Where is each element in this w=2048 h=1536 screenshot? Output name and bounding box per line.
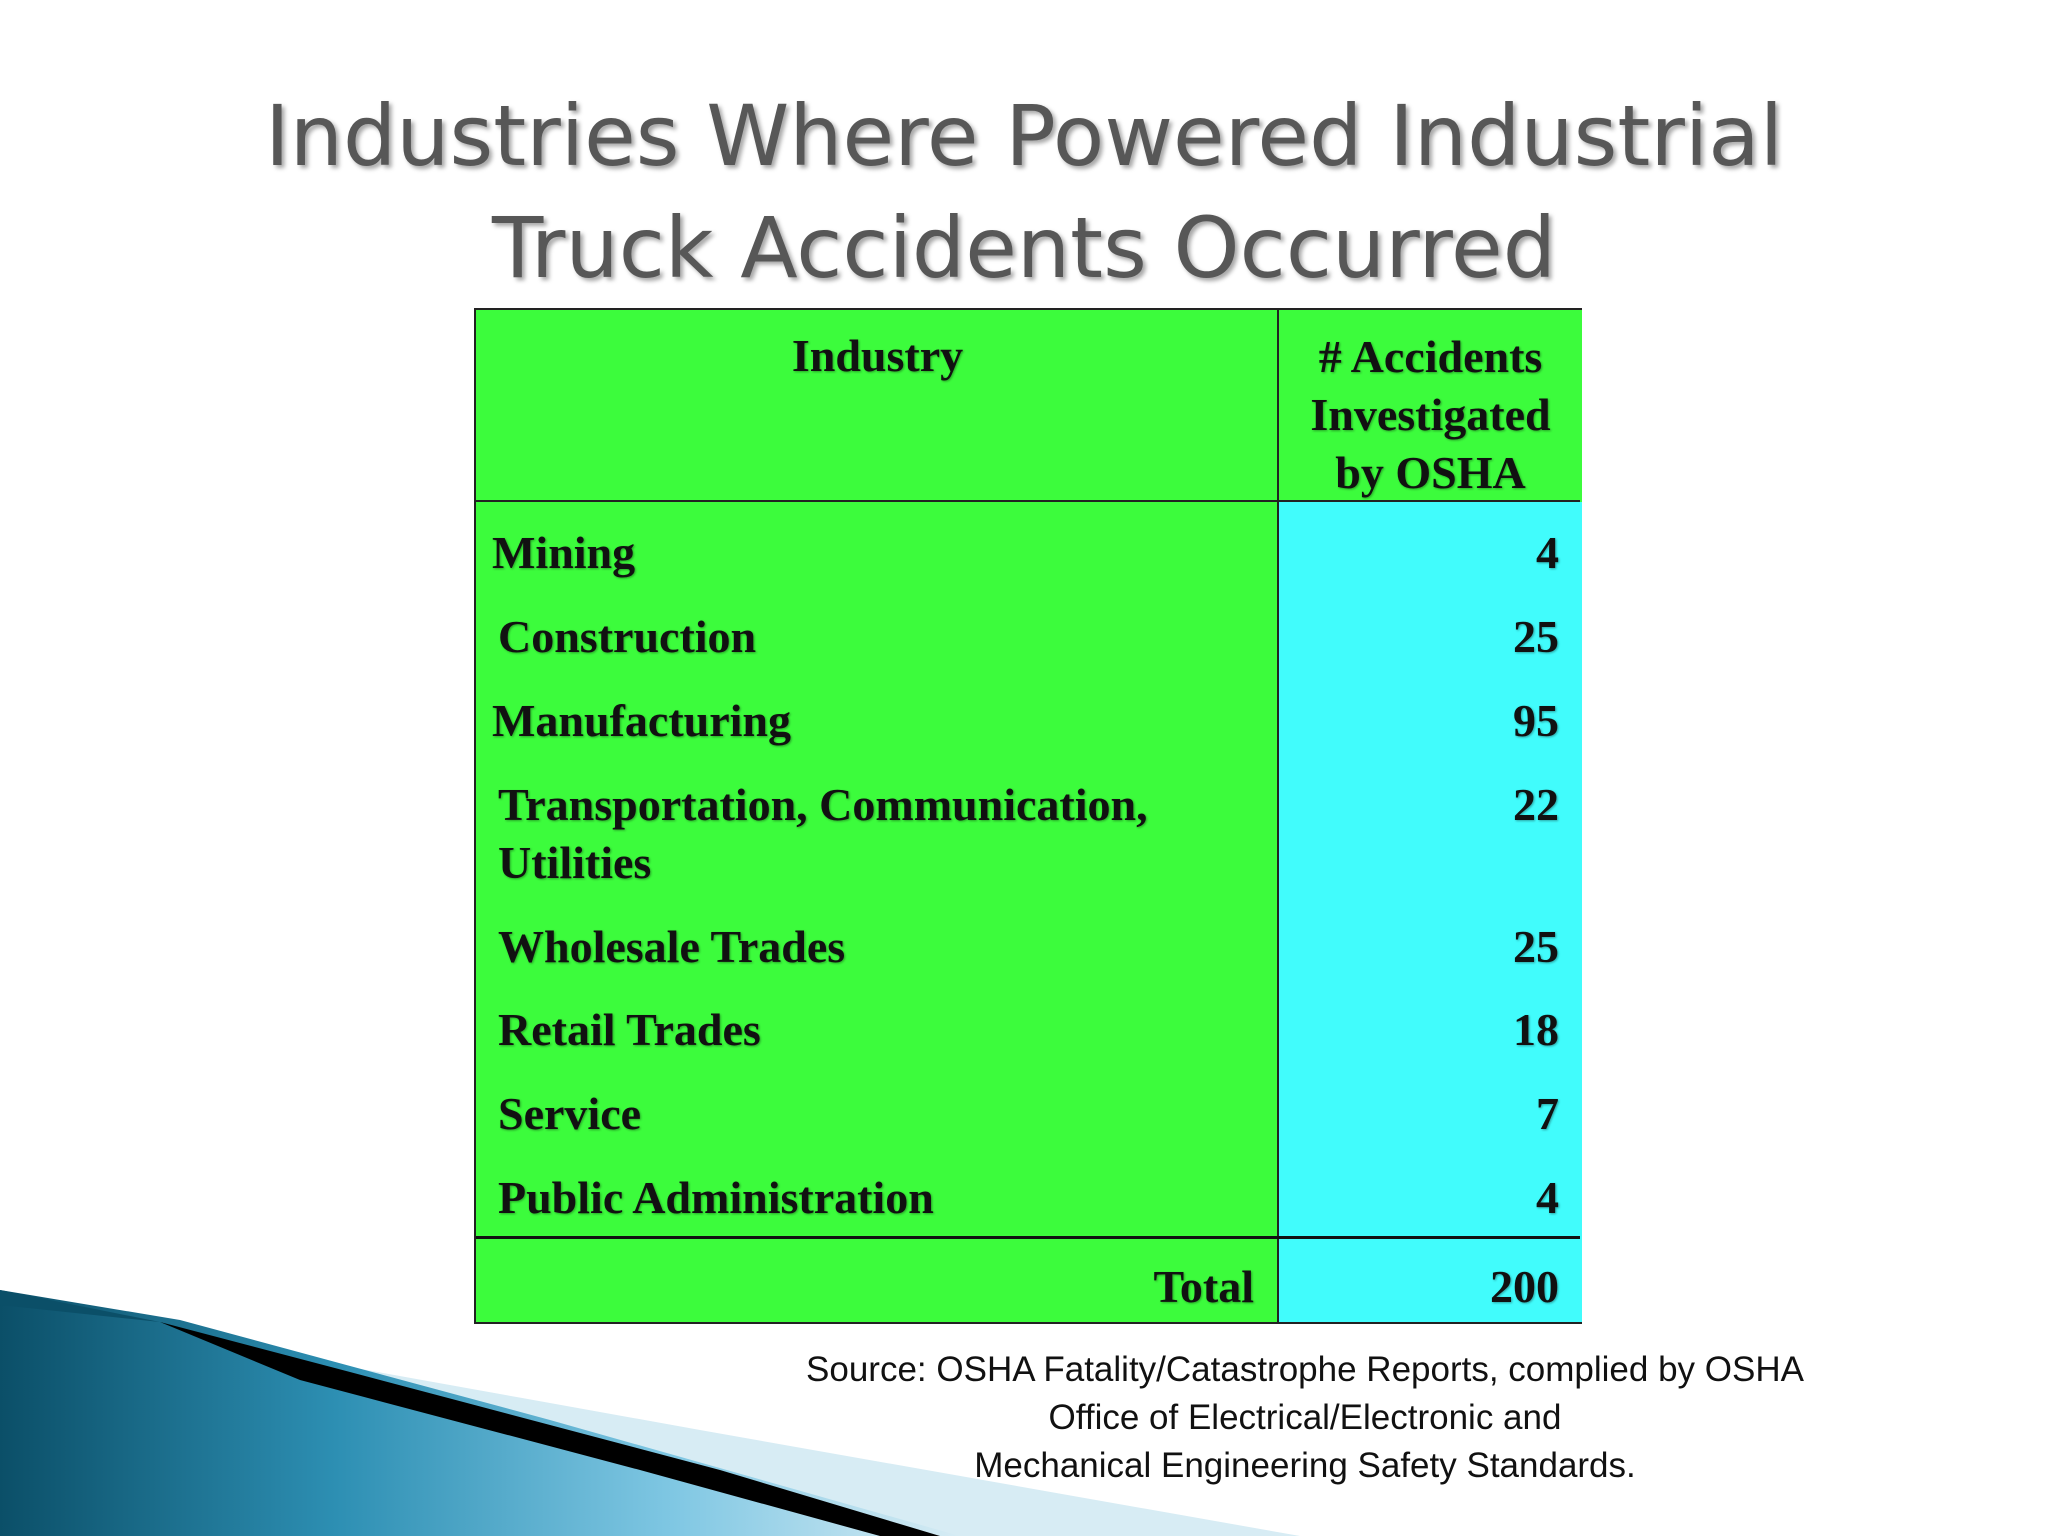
accidents-header-background	[1279, 310, 1582, 502]
industry-name: Retail Trades	[498, 1004, 761, 1055]
header-accidents-line-3: by OSHA	[1335, 447, 1526, 498]
slide-title-line-2: Truck Accidents Occurred	[491, 199, 1557, 297]
accident-count: 7	[1536, 1088, 1559, 1139]
header-divider	[476, 500, 1580, 502]
source-line-1: Source: OSHA Fatality/Catastrophe Report…	[806, 1350, 1804, 1389]
source-line-3: Mechanical Engineering Safety Standards.	[974, 1446, 1636, 1485]
total-divider	[476, 1236, 1580, 1239]
accidents-column	[1279, 310, 1582, 1322]
slide-title-line-1: Industries Where Powered Industrial	[264, 87, 1784, 185]
industry-name: Wholesale Trades	[498, 921, 846, 972]
industry-name: Manufacturing	[492, 695, 791, 746]
swoosh-dark-edge	[0, 1290, 160, 1322]
accident-count: 95	[1513, 695, 1559, 746]
accident-count: 18	[1513, 1004, 1559, 1055]
accident-count: 22	[1513, 779, 1559, 830]
industry-name-line-1: Transportation, Communication,	[498, 779, 1148, 830]
source-citation: Source: OSHA Fatality/Catastrophe Report…	[690, 1346, 1920, 1490]
accident-count: 25	[1513, 921, 1559, 972]
industry-name: Service	[498, 1088, 642, 1139]
header-accidents-line-2: Investigated	[1310, 389, 1551, 440]
source-line-2: Office of Electrical/Electronic and	[1048, 1398, 1562, 1437]
swoosh-black-stripe	[160, 1322, 940, 1536]
header-accidents: # Accidents Investigated by OSHA	[1279, 328, 1582, 502]
total-label: Total	[1153, 1261, 1254, 1312]
accidents-table: Industry # Accidents Investigated by OSH…	[474, 308, 1582, 1324]
industry-name: Transportation, Communication, Utilities	[498, 776, 1258, 892]
industry-name-line-2: Utilities	[498, 837, 652, 888]
slide-title: Industries Where Powered Industrial Truc…	[0, 80, 2048, 304]
accident-count: 4	[1536, 527, 1559, 578]
industry-name: Public Administration	[498, 1172, 934, 1223]
industry-column	[476, 310, 1279, 1322]
industry-name: Construction	[498, 611, 757, 662]
header-industry: Industry	[791, 330, 964, 381]
accident-count: 4	[1536, 1172, 1559, 1223]
total-count: 200	[1490, 1261, 1559, 1312]
accident-count: 25	[1513, 611, 1559, 662]
industry-name: Mining	[492, 527, 636, 578]
header-accidents-line-1: # Accidents	[1318, 331, 1543, 382]
